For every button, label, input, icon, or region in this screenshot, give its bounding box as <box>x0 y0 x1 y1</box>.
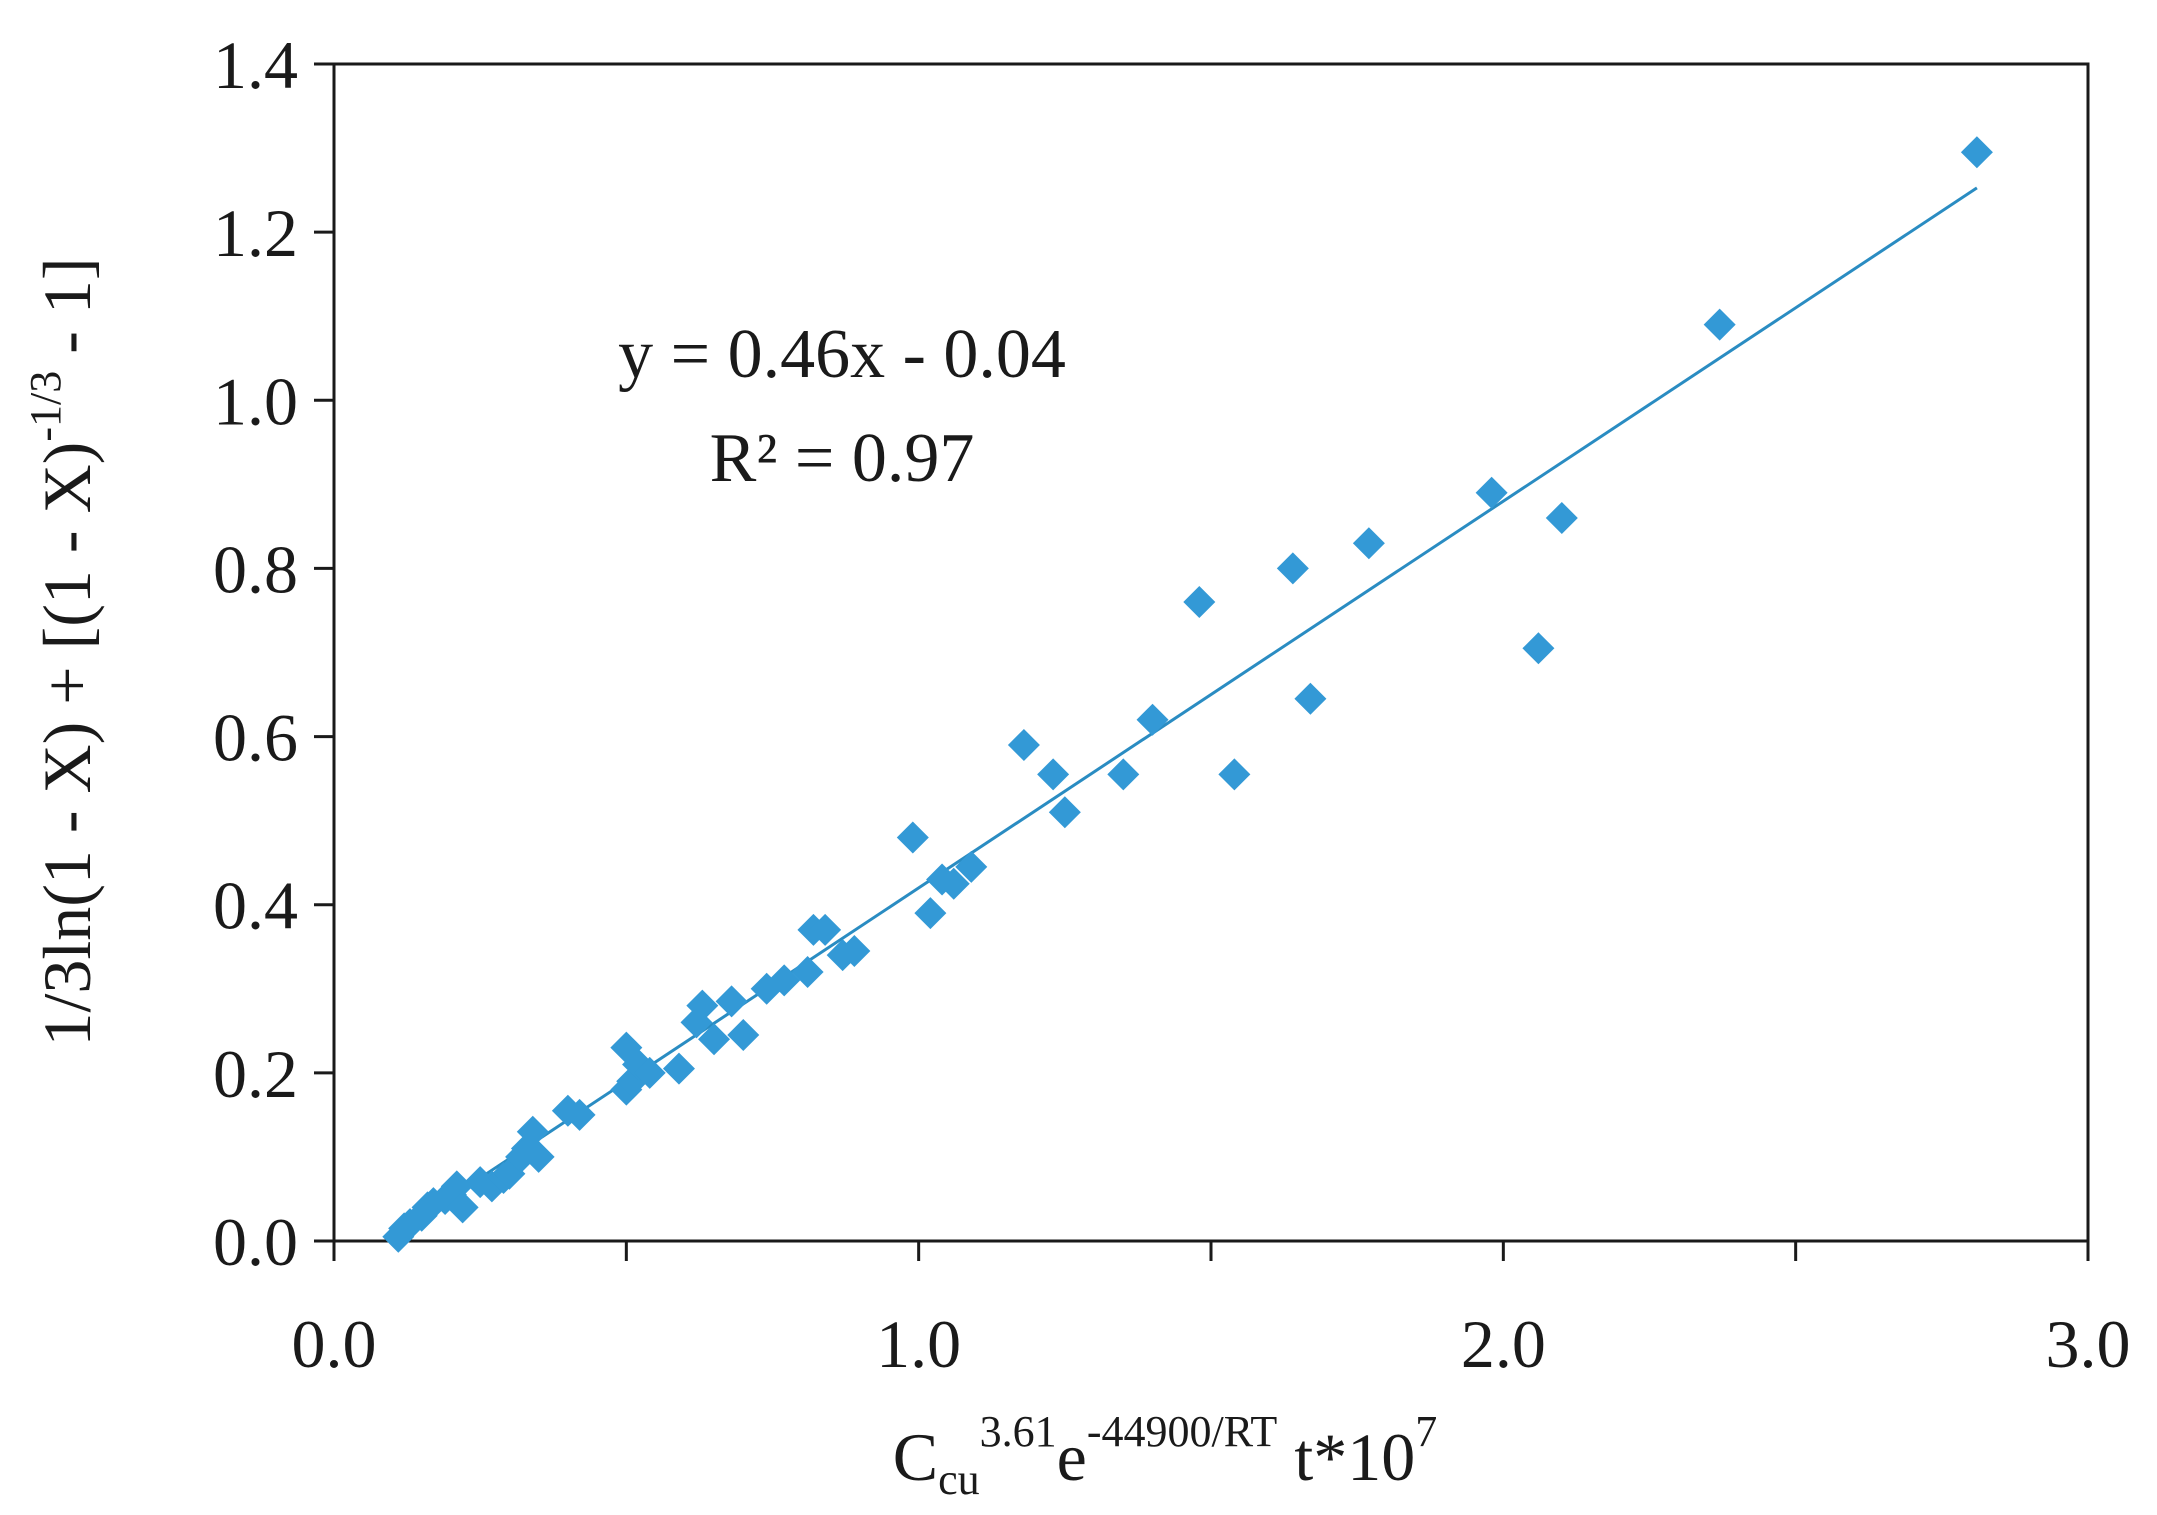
data-point <box>446 1191 479 1224</box>
y-tick-label: 0.2 <box>213 1036 298 1112</box>
equation-annotation: y = 0.46x - 0.04 <box>618 316 1066 393</box>
r-squared-annotation: R² = 0.97 <box>710 420 975 497</box>
data-point <box>955 850 988 883</box>
x-tick-label: 3.0 <box>2046 1306 2131 1382</box>
data-point <box>662 1052 695 1085</box>
data-point <box>1294 682 1327 715</box>
data-point <box>1960 136 1993 169</box>
data-point <box>1037 758 1070 791</box>
data-point <box>516 1115 549 1148</box>
data-point <box>1136 703 1169 736</box>
data-point <box>1276 552 1309 585</box>
data-point <box>698 1023 731 1056</box>
y-tick-label: 1.2 <box>213 195 298 271</box>
x-label-tail: t*10 <box>1277 1419 1415 1495</box>
y-label-part-1: 1/3ln(1 - X) + [(1 - X) <box>29 442 105 1047</box>
data-point <box>914 897 947 930</box>
x-tick-label: 1.0 <box>876 1306 961 1382</box>
plot-frame <box>332 62 2090 1243</box>
x-axis-label: Ccu3.61e-44900/RT t*107 <box>893 1407 1437 1504</box>
data-point <box>715 985 748 1018</box>
axis-ticks <box>314 62 2090 1261</box>
x-label-superscript-2: -44900/RT <box>1087 1407 1278 1456</box>
x-label-subscript: cu <box>938 1455 980 1504</box>
data-point <box>1522 632 1555 665</box>
y-tick-label: 0.0 <box>213 1204 298 1280</box>
trendline <box>397 186 1978 1234</box>
data-point <box>1048 796 1081 829</box>
data-point <box>1107 758 1140 791</box>
data-point <box>809 913 842 946</box>
data-point <box>1475 476 1508 509</box>
data-point <box>563 1098 596 1131</box>
data-point <box>1183 586 1216 619</box>
y-tick-label: 1.0 <box>213 363 298 439</box>
y-tick-label: 0.6 <box>213 700 298 776</box>
data-point <box>686 989 719 1022</box>
data-points <box>382 136 1993 1253</box>
x-label-exp: e <box>1057 1419 1087 1495</box>
data-point <box>493 1157 526 1190</box>
x-label-base: C <box>893 1419 938 1495</box>
data-point <box>937 867 970 900</box>
data-point <box>1703 308 1736 341</box>
x-label-superscript-1: 3.61 <box>980 1407 1057 1456</box>
y-tick-label: 0.4 <box>213 868 298 944</box>
tick-labels: 0.0 0.2 0.4 0.6 0.8 1.0 1.2 1.4 0.0 1.0 2.0 3.0 <box>213 27 2131 1382</box>
x-tick-label: 0.0 <box>292 1306 377 1382</box>
data-point <box>896 821 929 854</box>
y-tick-label: 0.8 <box>213 531 298 607</box>
y-tick-label: 1.4 <box>213 27 298 103</box>
data-point <box>1352 527 1385 560</box>
x-tick-label: 2.0 <box>1461 1306 1546 1382</box>
trendline-layer <box>397 186 1978 1234</box>
data-point <box>791 955 824 988</box>
x-label-superscript-3: 7 <box>1415 1407 1437 1456</box>
y-label-part-2: - 1] <box>29 257 105 370</box>
data-point <box>522 1140 555 1173</box>
data-point <box>633 1056 666 1089</box>
data-point <box>1545 501 1578 534</box>
y-label-superscript: -1/3 <box>21 371 70 442</box>
data-point <box>727 1019 760 1052</box>
data-point <box>838 934 871 967</box>
data-point <box>1218 758 1251 791</box>
data-point <box>1007 728 1040 761</box>
y-axis-label: 1/3ln(1 - X) + [(1 - X)-1/3 - 1] <box>21 257 105 1046</box>
